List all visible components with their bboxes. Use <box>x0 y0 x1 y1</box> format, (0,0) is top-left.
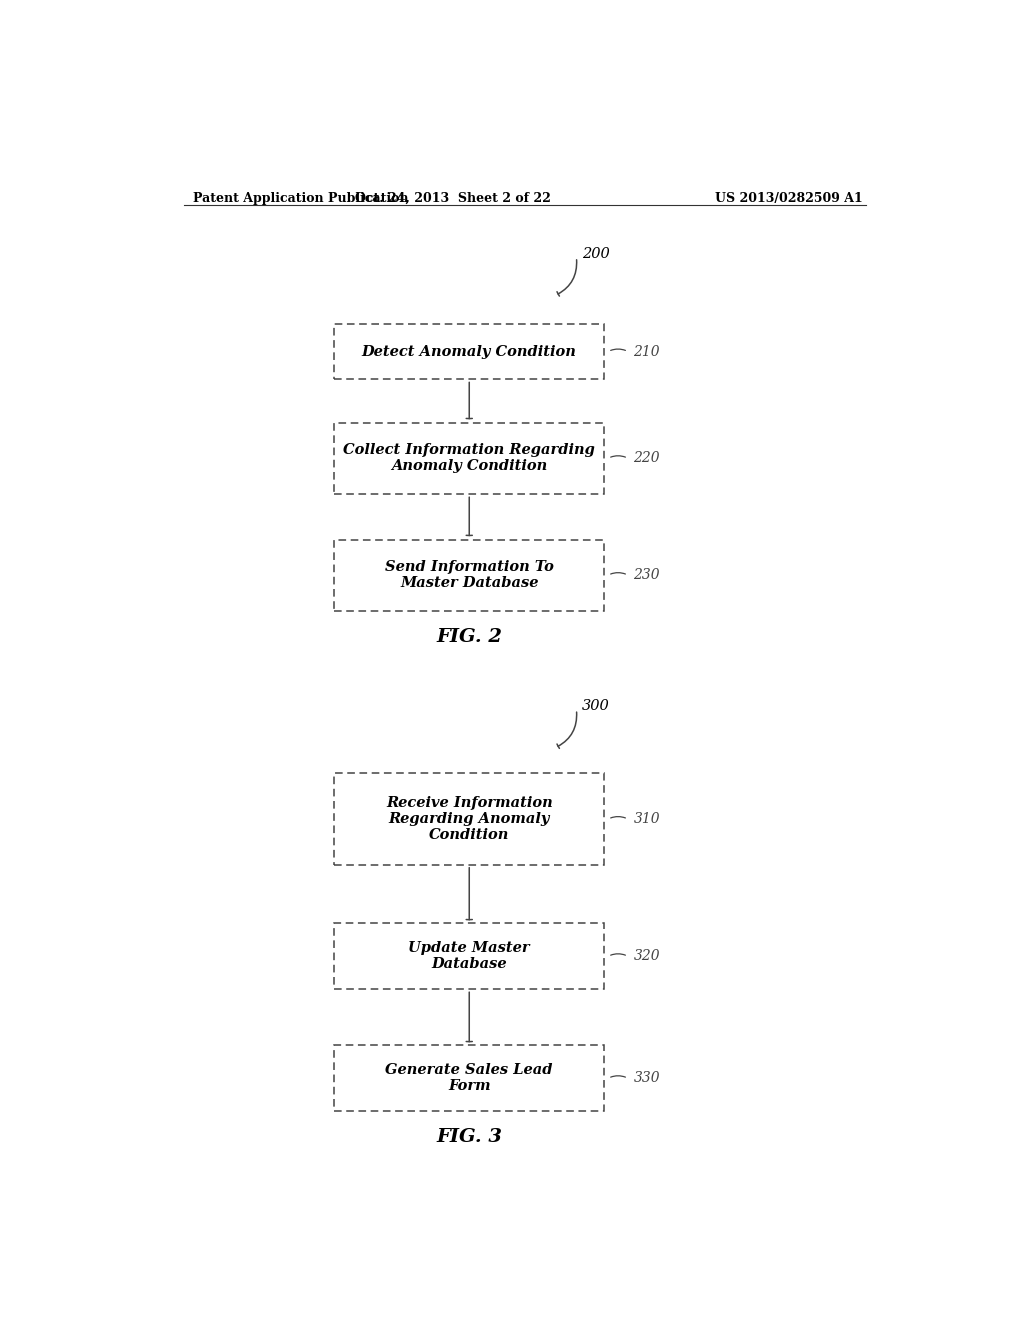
Text: Collect Information Regarding
Anomaly Condition: Collect Information Regarding Anomaly Co… <box>343 444 595 474</box>
Text: 320: 320 <box>634 949 660 964</box>
Text: FIG. 2: FIG. 2 <box>436 628 502 647</box>
Text: Patent Application Publication: Patent Application Publication <box>194 191 409 205</box>
Text: 230: 230 <box>634 568 660 582</box>
Text: 300: 300 <box>582 700 609 713</box>
Text: 330: 330 <box>634 1072 660 1085</box>
FancyBboxPatch shape <box>334 774 604 865</box>
Text: Generate Sales Lead
Form: Generate Sales Lead Form <box>385 1063 553 1093</box>
Text: 210: 210 <box>634 345 660 359</box>
Text: Detect Anomaly Condition: Detect Anomaly Condition <box>361 345 577 359</box>
Text: 220: 220 <box>634 451 660 465</box>
FancyBboxPatch shape <box>334 540 604 611</box>
FancyBboxPatch shape <box>334 323 604 379</box>
Text: FIG. 3: FIG. 3 <box>436 1129 502 1146</box>
Text: 200: 200 <box>582 247 609 261</box>
Text: 310: 310 <box>634 812 660 826</box>
FancyBboxPatch shape <box>334 923 604 989</box>
Text: Oct. 24, 2013  Sheet 2 of 22: Oct. 24, 2013 Sheet 2 of 22 <box>355 191 551 205</box>
Text: Receive Information
Regarding Anomaly
Condition: Receive Information Regarding Anomaly Co… <box>386 796 553 842</box>
Text: Update Master
Database: Update Master Database <box>409 941 530 972</box>
FancyBboxPatch shape <box>334 422 604 494</box>
FancyBboxPatch shape <box>334 1045 604 1111</box>
Text: Send Information To
Master Database: Send Information To Master Database <box>385 560 554 590</box>
Text: US 2013/0282509 A1: US 2013/0282509 A1 <box>715 191 863 205</box>
